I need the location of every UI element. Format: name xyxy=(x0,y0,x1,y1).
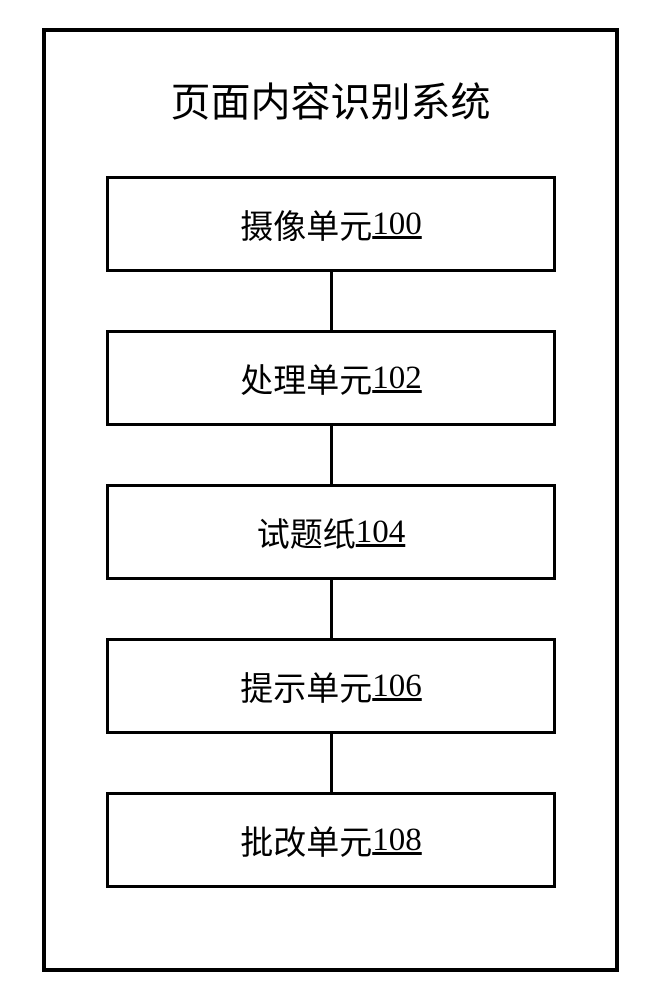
node-label: 批改单元 xyxy=(240,816,372,864)
node-n106: 提示单元106 xyxy=(106,638,556,734)
diagram-title: 页面内容识别系统 xyxy=(0,70,661,128)
connector-n102-n104 xyxy=(330,426,333,484)
connector-n100-n102 xyxy=(330,272,333,330)
node-number: 106 xyxy=(372,668,422,705)
node-number: 102 xyxy=(372,360,422,397)
node-label: 试题纸 xyxy=(257,508,356,556)
node-number: 104 xyxy=(356,514,406,551)
node-n100: 摄像单元100 xyxy=(106,176,556,272)
node-label: 处理单元 xyxy=(240,354,372,402)
connector-n104-n106 xyxy=(330,580,333,638)
node-label: 摄像单元 xyxy=(240,200,372,248)
connector-n106-n108 xyxy=(330,734,333,792)
node-n108: 批改单元108 xyxy=(106,792,556,888)
node-n104: 试题纸104 xyxy=(106,484,556,580)
node-n102: 处理单元102 xyxy=(106,330,556,426)
node-number: 100 xyxy=(372,206,422,243)
node-label: 提示单元 xyxy=(240,662,372,710)
node-number: 108 xyxy=(372,822,422,859)
